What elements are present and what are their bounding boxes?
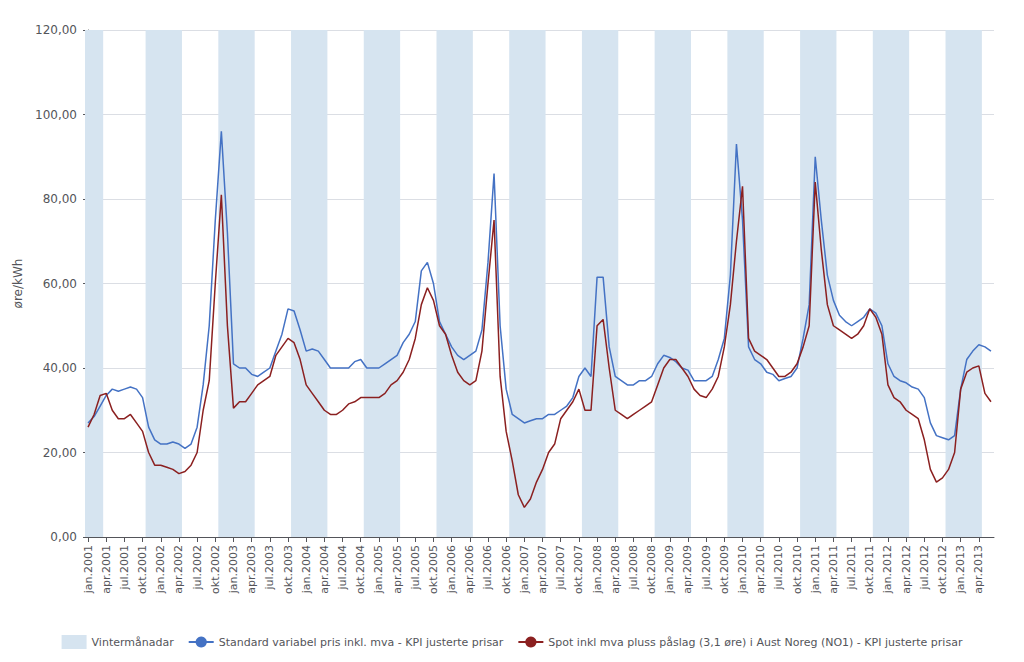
svg-text:okt.2002: okt.2002 xyxy=(209,545,222,594)
svg-text:okt.2006: okt.2006 xyxy=(500,545,513,594)
svg-text:okt.2011: okt.2011 xyxy=(863,545,876,594)
svg-text:60,00: 60,00 xyxy=(43,277,77,291)
svg-text:apr.2013: apr.2013 xyxy=(972,545,985,594)
svg-text:jan.2011: jan.2011 xyxy=(809,545,822,594)
svg-text:okt.2008: okt.2008 xyxy=(645,545,658,594)
svg-text:jan.2003: jan.2003 xyxy=(227,545,240,594)
svg-text:apr.2010: apr.2010 xyxy=(754,545,767,594)
svg-text:apr.2001: apr.2001 xyxy=(100,545,113,594)
svg-text:apr.2011: apr.2011 xyxy=(827,545,840,594)
svg-text:apr.2003: apr.2003 xyxy=(245,545,258,594)
svg-text:jul.2009: jul.2009 xyxy=(700,545,713,591)
svg-text:apr.2006: apr.2006 xyxy=(463,545,476,594)
svg-text:øre/kWh: øre/kWh xyxy=(11,259,25,309)
svg-text:apr.2004: apr.2004 xyxy=(318,545,331,594)
svg-text:Spot inkl mva pluss påslag (3,: Spot inkl mva pluss påslag (3,1 øre) i A… xyxy=(548,636,963,649)
svg-text:40,00: 40,00 xyxy=(43,361,77,375)
svg-text:jul.2004: jul.2004 xyxy=(336,545,349,591)
svg-text:jan.2009: jan.2009 xyxy=(663,545,676,594)
svg-text:jan.2001: jan.2001 xyxy=(82,545,95,594)
svg-text:jan.2002: jan.2002 xyxy=(154,545,167,594)
svg-text:jan.2004: jan.2004 xyxy=(300,545,313,594)
svg-text:jan.2005: jan.2005 xyxy=(372,545,385,594)
svg-text:apr.2007: apr.2007 xyxy=(536,545,549,594)
svg-text:okt.2010: okt.2010 xyxy=(791,545,804,594)
svg-text:jan.2010: jan.2010 xyxy=(736,545,749,594)
svg-text:20,00: 20,00 xyxy=(43,446,77,460)
svg-text:apr.2012: apr.2012 xyxy=(900,545,913,594)
svg-text:jul.2010: jul.2010 xyxy=(772,545,785,591)
svg-text:jul.2008: jul.2008 xyxy=(627,545,640,591)
svg-text:okt.2005: okt.2005 xyxy=(427,545,440,594)
svg-text:Standard variabel pris inkl. m: Standard variabel pris inkl. mva - KPI j… xyxy=(219,636,504,649)
svg-text:okt.2012: okt.2012 xyxy=(936,545,949,594)
svg-text:jul.2006: jul.2006 xyxy=(481,545,494,591)
svg-text:okt.2004: okt.2004 xyxy=(354,545,367,594)
svg-text:okt.2007: okt.2007 xyxy=(572,545,585,594)
svg-text:120,00: 120,00 xyxy=(35,23,77,37)
svg-text:jan.2012: jan.2012 xyxy=(881,545,894,594)
svg-text:jul.2011: jul.2011 xyxy=(845,545,858,591)
svg-text:jul.2002: jul.2002 xyxy=(191,545,204,591)
svg-text:jul.2003: jul.2003 xyxy=(263,545,276,591)
svg-text:okt.2003: okt.2003 xyxy=(282,545,295,594)
svg-text:apr.2002: apr.2002 xyxy=(172,545,185,594)
svg-text:100,00: 100,00 xyxy=(35,108,77,122)
svg-text:okt.2001: okt.2001 xyxy=(136,545,149,594)
svg-text:Vintermånadar: Vintermånadar xyxy=(92,636,175,649)
svg-text:jul.2012: jul.2012 xyxy=(918,545,931,591)
svg-text:apr.2008: apr.2008 xyxy=(609,545,622,594)
svg-text:0,00: 0,00 xyxy=(50,530,77,544)
svg-text:jul.2005: jul.2005 xyxy=(409,545,422,591)
svg-text:apr.2009: apr.2009 xyxy=(681,545,694,594)
svg-text:okt.2009: okt.2009 xyxy=(718,545,731,594)
svg-text:apr.2005: apr.2005 xyxy=(391,545,404,594)
svg-text:jan.2013: jan.2013 xyxy=(954,545,967,594)
svg-text:jul.2007: jul.2007 xyxy=(554,545,567,591)
svg-text:jan.2008: jan.2008 xyxy=(591,545,604,594)
svg-text:80,00: 80,00 xyxy=(43,192,77,206)
svg-text:jul.2001: jul.2001 xyxy=(118,545,131,591)
svg-text:jan.2006: jan.2006 xyxy=(445,545,458,594)
svg-text:jan.2007: jan.2007 xyxy=(518,545,531,594)
